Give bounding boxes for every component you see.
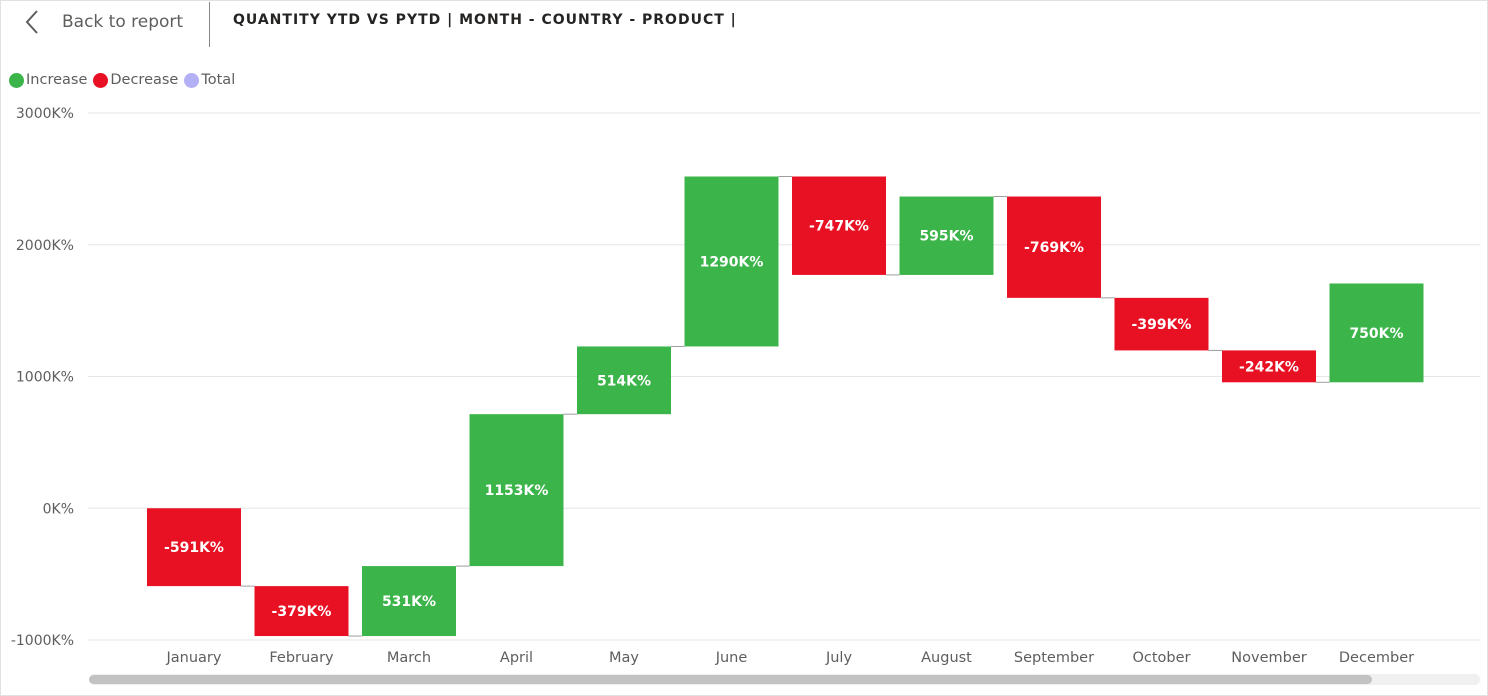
x-tick-label: July: [825, 650, 852, 666]
header-divider: [209, 2, 210, 47]
chart-title: QUANTITY YTD VS PYTD | MONTH - COUNTRY -…: [233, 12, 737, 28]
legend-item-total[interactable]: Total: [184, 72, 235, 88]
y-tick-label: 3000K%: [16, 106, 74, 122]
waterfall-bar[interactable]: [792, 176, 886, 275]
data-label: 1153K%: [485, 483, 549, 499]
waterfall-bar[interactable]: [1222, 350, 1316, 383]
y-tick-label: 1000K%: [16, 370, 74, 386]
legend-item-increase[interactable]: Increase: [9, 72, 87, 88]
y-tick-label: 0K%: [43, 501, 74, 517]
waterfall-bar[interactable]: [1114, 297, 1209, 351]
legend-dot-total: [184, 72, 200, 88]
x-tick-label: March: [387, 650, 431, 666]
legend-item-decrease[interactable]: Decrease: [93, 72, 178, 88]
data-label: -379K%: [272, 604, 332, 620]
data-label: 750K%: [1349, 326, 1403, 342]
waterfall-bar[interactable]: [1329, 283, 1424, 383]
legend-label-decrease: Decrease: [110, 72, 179, 88]
data-label: -747K%: [809, 219, 869, 235]
waterfall-bar[interactable]: [469, 414, 564, 567]
chevron-left-icon: [25, 10, 38, 34]
data-label: 514K%: [597, 373, 651, 389]
x-tick-label: June: [715, 650, 748, 666]
data-label: -399K%: [1132, 317, 1192, 333]
x-tick-label: August: [921, 650, 972, 666]
legend-dot-increase: [9, 72, 24, 88]
y-tick-label: 2000K%: [16, 238, 74, 254]
x-tick-label: January: [166, 650, 222, 666]
data-label: 595K%: [919, 229, 973, 245]
x-tick-label: November: [1231, 650, 1306, 666]
legend-dot-decrease: [93, 72, 109, 88]
chart-legend: Increase Decrease Total: [9, 70, 241, 90]
legend-label-increase: Increase: [26, 72, 88, 88]
waterfall-bar[interactable]: [362, 566, 456, 637]
x-tick-label: September: [1014, 650, 1094, 666]
y-tick-label: -1000K%: [11, 633, 74, 649]
waterfall-bar[interactable]: [254, 586, 349, 637]
back-to-report-label: Back to report: [62, 12, 184, 32]
data-label: -242K%: [1239, 359, 1299, 375]
data-label: 1290K%: [700, 254, 764, 270]
x-tick-label: May: [609, 650, 639, 666]
x-tick-label: April: [500, 650, 533, 666]
legend-label-total: Total: [201, 72, 236, 88]
waterfall-bar[interactable]: [577, 346, 671, 415]
x-tick-label: December: [1339, 650, 1414, 666]
data-label: -591K%: [164, 540, 224, 556]
x-tick-label: October: [1132, 650, 1190, 666]
waterfall-bar[interactable]: [899, 196, 994, 275]
x-tick-label: February: [269, 650, 334, 666]
horizontal-scrollbar-thumb[interactable]: [89, 675, 1372, 684]
waterfall-bar[interactable]: [684, 176, 779, 347]
waterfall-bar[interactable]: [1007, 196, 1101, 298]
data-label: -769K%: [1024, 240, 1084, 256]
data-label: 531K%: [382, 594, 436, 610]
back-to-report-button[interactable]: Back to report: [24, 6, 183, 38]
waterfall-bar[interactable]: [147, 508, 241, 587]
